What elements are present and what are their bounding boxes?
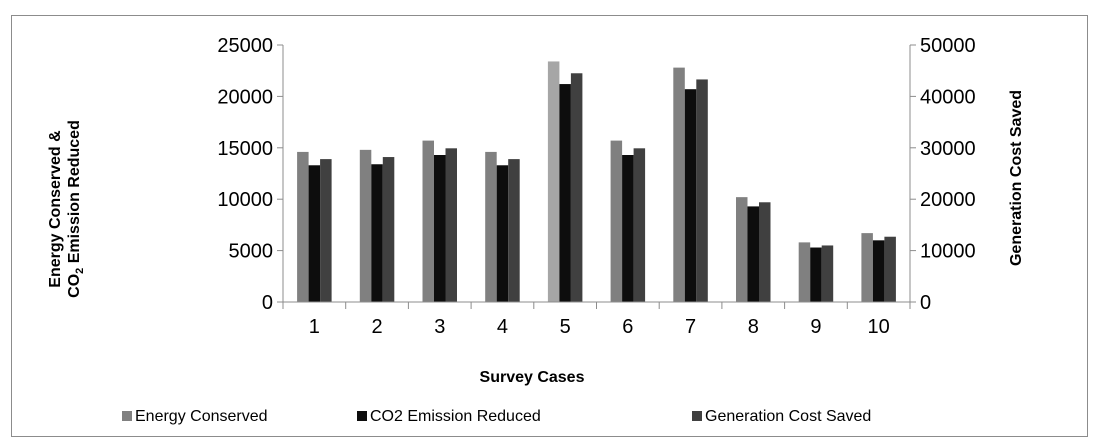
- bar-energy-conserved-case-6: [610, 140, 623, 302]
- bar-co2-emission-reduced-case-8: [747, 206, 759, 302]
- ticks-layer: 0500010000150002000025000010000200003000…: [217, 35, 975, 338]
- left-axis-title-line2: CO2 Emission Reduced: [66, 120, 86, 298]
- bar-energy-conserved-case-1: [297, 151, 309, 302]
- left-axis-title: Energy Conserved & CO2 Emission Reduced: [47, 120, 86, 298]
- bar-generation-cost-saved-case-2: [382, 157, 395, 302]
- x-axis-title: Survey Cases: [480, 369, 585, 386]
- bar-generation-cost-saved-case-6: [633, 148, 646, 302]
- x-tick-label: 4: [497, 316, 508, 338]
- bar-generation-cost-saved-case-9: [821, 245, 834, 302]
- bar-co2-emission-reduced-case-4: [496, 165, 509, 302]
- right-y-tick-label: 30000: [920, 138, 976, 160]
- bar-energy-conserved-case-5: [547, 61, 560, 303]
- bar-energy-conserved-case-4: [485, 151, 497, 302]
- x-tick-label: 2: [371, 316, 382, 338]
- left-axis-title-line1: Energy Conserved &: [47, 130, 64, 288]
- left-y-tick-label: 5000: [229, 241, 274, 263]
- bar-energy-conserved-case-8: [736, 197, 748, 302]
- x-tick-label: 8: [748, 316, 759, 338]
- right-axis-title: Generation Cost Saved: [1008, 90, 1025, 266]
- bar-energy-conserved-case-3: [422, 140, 434, 302]
- left-y-tick-label: 20000: [217, 86, 273, 108]
- right-y-tick-label: 50000: [920, 35, 976, 57]
- bar-chart: 0500010000150002000025000010000200003000…: [47, 35, 1025, 425]
- chart-frame: 0 5000 10000 15000 20000 25000 0 10000 20000 3000…: [11, 15, 1088, 437]
- bar-generation-cost-saved-case-8: [759, 202, 771, 302]
- legend-label: Energy Conserved: [135, 408, 268, 425]
- bar-co2-emission-reduced-case-10: [872, 240, 885, 302]
- right-y-tick-label: 40000: [920, 86, 976, 108]
- x-tick-label: 7: [685, 316, 696, 338]
- left-y-tick-label: 25000: [217, 35, 273, 57]
- bar-generation-cost-saved-case-10: [884, 236, 896, 302]
- bar-co2-emission-reduced-case-7: [684, 89, 697, 302]
- bar-co2-emission-reduced-case-1: [308, 165, 321, 302]
- right-y-tick-label: 0: [920, 292, 931, 314]
- bars-layer: [297, 61, 896, 303]
- left-y-tick-label: 10000: [217, 189, 273, 211]
- bar-energy-conserved-case-2: [359, 149, 372, 302]
- bar-generation-cost-saved-case-1: [320, 159, 332, 302]
- right-y-tick-label: 10000: [920, 241, 976, 263]
- bar-co2-emission-reduced-case-6: [622, 155, 634, 302]
- x-tick-label: 3: [434, 316, 445, 338]
- bar-co2-emission-reduced-case-9: [810, 247, 822, 302]
- bar-co2-emission-reduced-case-2: [371, 164, 383, 302]
- bar-co2-emission-reduced-case-5: [559, 84, 571, 302]
- bar-energy-conserved-case-7: [673, 67, 685, 302]
- bar-energy-conserved-case-9: [798, 242, 811, 302]
- x-tick-label: 1: [309, 316, 320, 338]
- right-y-tick-label: 20000: [920, 189, 976, 211]
- legend: Energy Conserved CO2 Emission Reduced Gene…: [122, 408, 871, 425]
- bar-generation-cost-saved-case-3: [445, 148, 457, 302]
- bar-energy-conserved-case-10: [861, 233, 873, 302]
- bar-generation-cost-saved-case-7: [696, 79, 708, 302]
- x-tick-label: 6: [622, 316, 633, 338]
- x-tick-label: 10: [868, 316, 890, 338]
- legend-swatch: [122, 411, 132, 421]
- bar-co2-emission-reduced-case-3: [434, 155, 446, 302]
- left-y-tick-label: 0: [262, 292, 273, 314]
- x-tick-label: 5: [560, 316, 571, 338]
- left-y-tick-label: 15000: [217, 138, 273, 160]
- legend-swatch: [357, 411, 367, 421]
- legend-label: Generation Cost Saved: [705, 408, 871, 425]
- bar-generation-cost-saved-case-4: [508, 159, 520, 302]
- x-tick-label: 9: [810, 316, 821, 338]
- bar-generation-cost-saved-case-5: [570, 73, 583, 302]
- legend-swatch: [692, 411, 702, 421]
- legend-label: CO2 Emission Reduced: [370, 408, 541, 425]
